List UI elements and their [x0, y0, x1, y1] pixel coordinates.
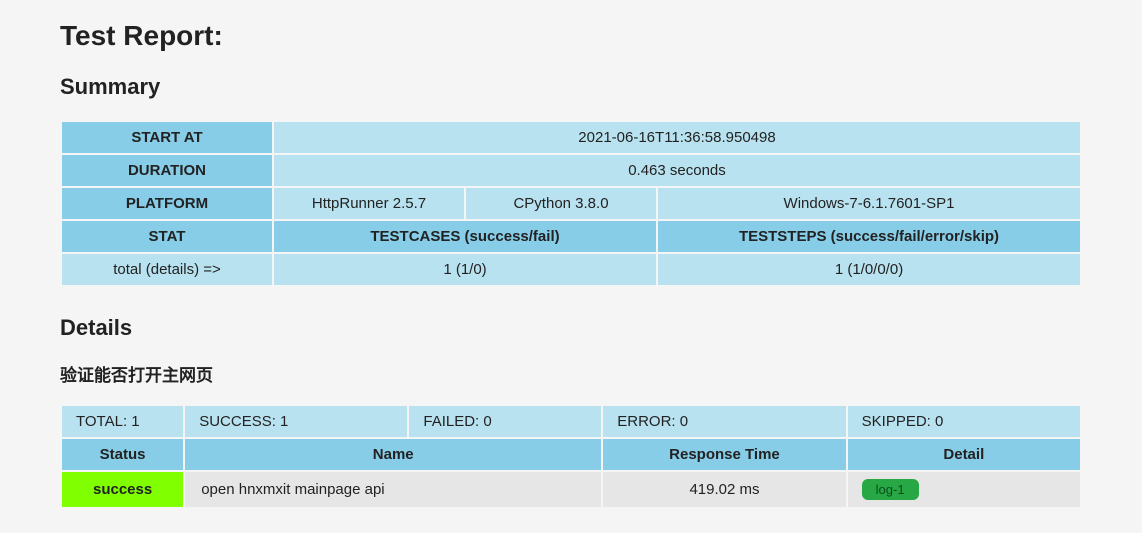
duration-value: 0.463 seconds: [274, 155, 1080, 186]
stat-teststeps-header: TESTSTEPS (success/fail/error/skip): [658, 221, 1080, 252]
step-row: success open hnxmxit mainpage api 419.02…: [62, 472, 1080, 507]
stats-table: TOTAL: 1 SUCCESS: 1 FAILED: 0 ERROR: 0 S…: [60, 404, 1082, 509]
page-title: Test Report:: [60, 20, 1082, 52]
step-detail-cell: log-1: [848, 472, 1080, 507]
duration-label: DURATION: [62, 155, 272, 186]
total-label: total (details) =>: [62, 254, 272, 285]
stat-success: SUCCESS: 1: [185, 406, 407, 437]
total-testcases: 1 (1/0): [274, 254, 656, 285]
col-name: Name: [185, 439, 601, 470]
col-status: Status: [62, 439, 183, 470]
case-name: 验证能否打开主网页: [60, 361, 1082, 386]
total-teststeps: 1 (1/0/0/0): [658, 254, 1080, 285]
step-name: open hnxmxit mainpage api: [185, 472, 601, 507]
stat-skipped: SKIPPED: 0: [848, 406, 1080, 437]
stat-failed: FAILED: 0: [409, 406, 601, 437]
col-detail: Detail: [848, 439, 1080, 470]
start-at-label: START AT: [62, 122, 272, 153]
start-at-value: 2021-06-16T11:36:58.950498: [274, 122, 1080, 153]
step-response-time: 419.02 ms: [603, 472, 845, 507]
stat-total: TOTAL: 1: [62, 406, 183, 437]
log-button[interactable]: log-1: [862, 479, 919, 500]
platform-runner: HttpRunner 2.5.7: [274, 188, 464, 219]
platform-python: CPython 3.8.0: [466, 188, 656, 219]
summary-table: START AT 2021-06-16T11:36:58.950498 DURA…: [60, 120, 1082, 287]
summary-heading: Summary: [60, 74, 1082, 100]
platform-os: Windows-7-6.1.7601-SP1: [658, 188, 1080, 219]
stat-testcases-header: TESTCASES (success/fail): [274, 221, 656, 252]
stat-label: STAT: [62, 221, 272, 252]
stat-error: ERROR: 0: [603, 406, 845, 437]
col-response-time: Response Time: [603, 439, 845, 470]
details-heading: Details: [60, 315, 1082, 341]
platform-label: PLATFORM: [62, 188, 272, 219]
step-status: success: [62, 472, 183, 507]
